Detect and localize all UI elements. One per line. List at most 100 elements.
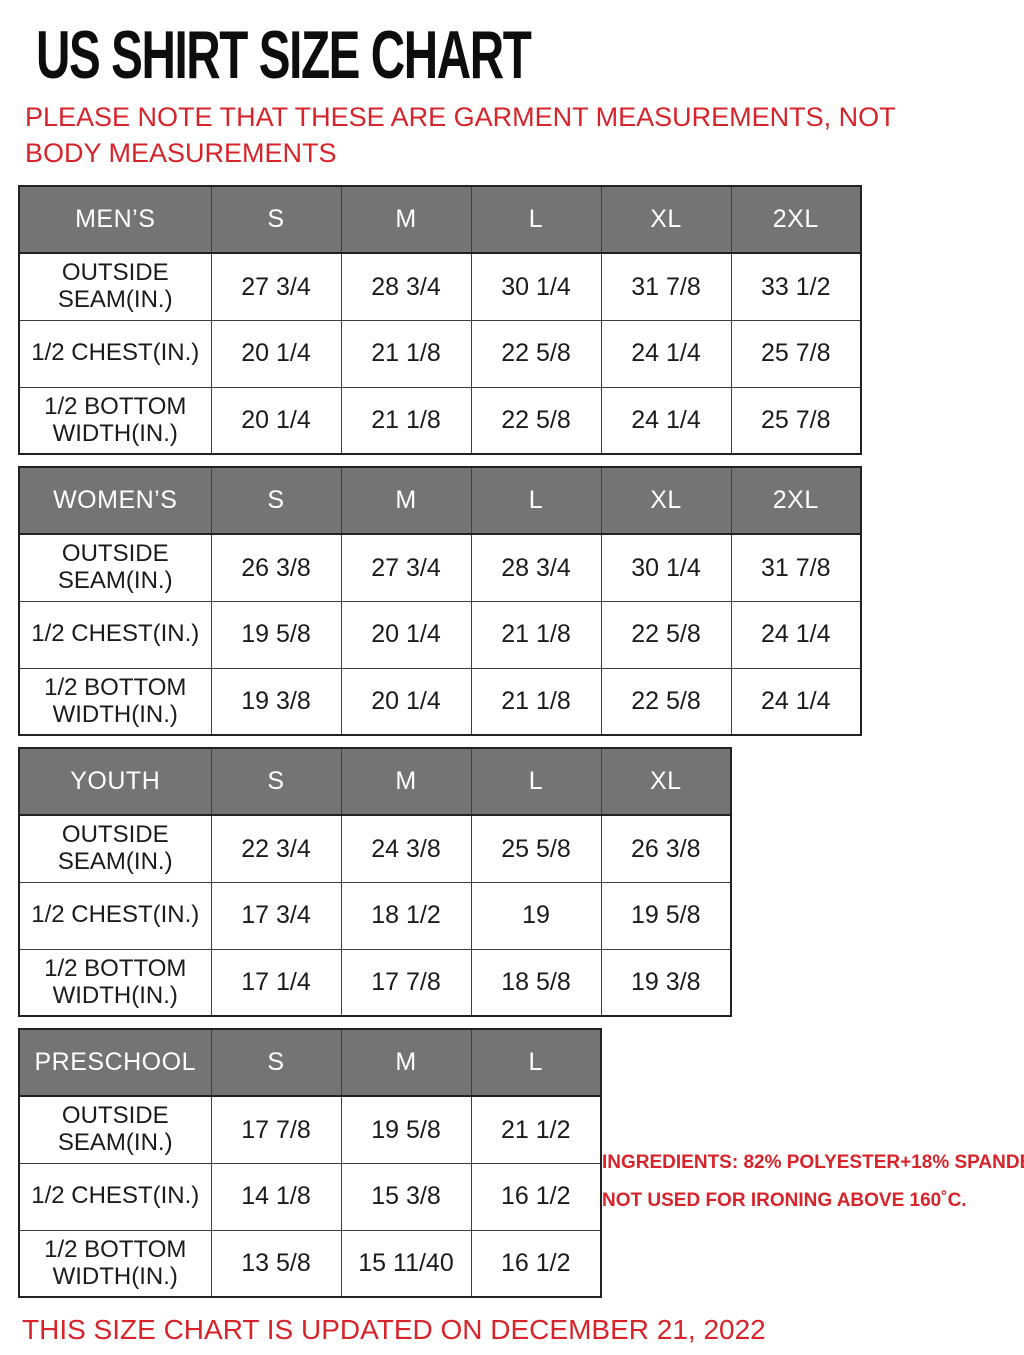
size-table-grid-preschool: PRESCHOOL S M L OUTSIDE SEAM(IN.) 17 7/8 19 5/… — [18, 1028, 602, 1299]
measurement-value-cell: 28 3/4 — [340, 252, 472, 321]
header-row: WOMEN’S S M L XL 2XL — [18, 466, 862, 536]
size-header-cell: S — [210, 185, 342, 255]
measurement-value-cell: 17 7/8 — [340, 948, 472, 1017]
measurement-value-cell: 21 1/2 — [470, 1095, 602, 1164]
measurement-value-cell: 20 1/4 — [210, 386, 342, 455]
measurement-label-cell: OUTSIDE SEAM(IN.) — [18, 814, 212, 883]
size-table-grid-youth: YOUTH S M L XL OUTSIDE SEAM(IN.) 22 3/4 24 3/8 2… — [18, 747, 732, 1018]
header-row: YOUTH S M L XL — [18, 747, 732, 817]
measurement-row: 1/2 CHEST(IN.) 19 5/8 20 1/4 21 1/8 22 5/8 24… — [18, 600, 862, 669]
measurement-value-cell: 22 5/8 — [470, 319, 602, 388]
measurement-label-cell: 1/2 CHEST(IN.) — [18, 881, 212, 950]
measurement-value-cell: 22 3/4 — [210, 814, 342, 883]
measurement-value-cell: 15 3/8 — [340, 1162, 472, 1231]
size-header-cell: M — [340, 747, 472, 817]
measurement-value-cell: 26 3/8 — [210, 533, 342, 602]
measurement-value-cell: 17 1/4 — [210, 948, 342, 1017]
size-header-cell: S — [210, 466, 342, 536]
measurement-value-cell: 25 5/8 — [470, 814, 602, 883]
measurement-value-cell: 22 5/8 — [470, 386, 602, 455]
measurement-row: OUTSIDE SEAM(IN.) 17 7/8 19 5/8 21 1/2 — [18, 1095, 602, 1164]
size-table-youth: YOUTH S M L XL OUTSIDE SEAM(IN.) 22 3/4 24 3/8 2… — [18, 747, 1024, 1018]
page-title: US SHIRT SIZE CHART — [36, 17, 532, 93]
size-header-cell: L — [470, 1028, 602, 1098]
measurement-value-cell: 22 5/8 — [600, 600, 732, 669]
measurement-value-cell: 21 1/8 — [470, 600, 602, 669]
measurement-value-cell: 19 5/8 — [210, 600, 342, 669]
size-table-preschool: PRESCHOOL S M L OUTSIDE SEAM(IN.) 17 7/8 19 5/… — [18, 1028, 1024, 1299]
measurement-row: 1/2 BOTTOM WIDTH(IN.) 20 1/4 21 1/8 22 5/8 2… — [18, 386, 862, 455]
measurement-value-cell: 31 7/8 — [600, 252, 732, 321]
garment-measurement-note: PLEASE NOTE THAT THESE ARE GARMENT MEASU… — [25, 102, 896, 168]
measurement-label-cell: OUTSIDE SEAM(IN.) — [18, 252, 212, 321]
measurement-label-cell: 1/2 BOTTOM WIDTH(IN.) — [18, 667, 212, 736]
size-table-mens: MEN’S S M L XL 2XL OUTSIDE SEAM(IN.) 27 3/4 28 3… — [18, 185, 1024, 456]
measurement-label-cell: 1/2 CHEST(IN.) — [18, 319, 212, 388]
measurement-value-cell: 18 5/8 — [470, 948, 602, 1017]
measurement-label-cell: 1/2 BOTTOM WIDTH(IN.) — [18, 1229, 212, 1298]
measurement-value-cell: 24 1/4 — [600, 319, 732, 388]
ingredients-line-2: NOT USED FOR IRONING ABOVE 160˚C. — [602, 1190, 967, 1211]
size-header-cell: S — [210, 747, 342, 817]
measurement-row: OUTSIDE SEAM(IN.) 27 3/4 28 3/4 30 1/4 31 7/… — [18, 252, 862, 321]
measurement-value-cell: 24 1/4 — [730, 600, 862, 669]
header-row: MEN’S S M L XL 2XL — [18, 185, 862, 255]
measurement-value-cell: 27 3/4 — [210, 252, 342, 321]
size-header-cell: L — [470, 466, 602, 536]
measurement-row: OUTSIDE SEAM(IN.) 22 3/4 24 3/8 25 5/8 26 3/… — [18, 814, 732, 883]
measurement-value-cell: 28 3/4 — [470, 533, 602, 602]
measurement-value-cell: 22 5/8 — [600, 667, 732, 736]
measurement-value-cell: 14 1/8 — [210, 1162, 342, 1231]
size-table-womens: WOMEN’S S M L XL 2XL OUTSIDE SEAM(IN.) 26 3/8 27… — [18, 466, 1024, 737]
measurement-value-cell: 33 1/2 — [730, 252, 862, 321]
measurement-value-cell: 19 5/8 — [340, 1095, 472, 1164]
measurement-value-cell: 21 1/8 — [470, 667, 602, 736]
table-title-cell: MEN’S — [18, 185, 212, 255]
size-header-cell: 2XL — [730, 185, 862, 255]
table-title-cell: WOMEN’S — [18, 466, 212, 536]
measurement-label-cell: 1/2 BOTTOM WIDTH(IN.) — [18, 386, 212, 455]
measurement-row: 1/2 CHEST(IN.) 20 1/4 21 1/8 22 5/8 24 1/4 25… — [18, 319, 862, 388]
measurement-value-cell: 21 1/8 — [340, 319, 472, 388]
size-table-grid-womens: WOMEN’S S M L XL 2XL OUTSIDE SEAM(IN.) 26 3/8 27… — [18, 466, 862, 737]
measurement-value-cell: 31 7/8 — [730, 533, 862, 602]
measurement-value-cell: 16 1/2 — [470, 1162, 602, 1231]
measurement-label-cell: 1/2 BOTTOM WIDTH(IN.) — [18, 948, 212, 1017]
measurement-value-cell: 19 3/8 — [210, 667, 342, 736]
measurement-value-cell: 30 1/4 — [470, 252, 602, 321]
size-header-cell: L — [470, 185, 602, 255]
measurement-value-cell: 20 1/4 — [340, 667, 472, 736]
size-header-cell: XL — [600, 466, 732, 536]
measurement-value-cell: 21 1/8 — [340, 386, 472, 455]
measurement-row: 1/2 BOTTOM WIDTH(IN.) 13 5/8 15 11/40 16 1/… — [18, 1229, 602, 1298]
measurement-value-cell: 20 1/4 — [210, 319, 342, 388]
size-header-cell: M — [340, 185, 472, 255]
size-tables-container: MEN’S S M L XL 2XL OUTSIDE SEAM(IN.) 27 3/4 28 3… — [18, 185, 1024, 1299]
measurement-value-cell: 17 3/4 — [210, 881, 342, 950]
measurement-value-cell: 15 11/40 — [340, 1229, 472, 1298]
size-header-cell: M — [340, 466, 472, 536]
measurement-value-cell: 25 7/8 — [730, 319, 862, 388]
measurement-value-cell: 24 1/4 — [730, 667, 862, 736]
ingredients-note: INGREDIENTS: 82% POLYESTER+18% SPANDEX. … — [602, 1144, 1024, 1220]
measurement-value-cell: 27 3/4 — [340, 533, 472, 602]
measurement-value-cell: 18 1/2 — [340, 881, 472, 950]
measurement-row: 1/2 CHEST(IN.) 14 1/8 15 3/8 16 1/2 — [18, 1162, 602, 1231]
size-header-cell: L — [470, 747, 602, 817]
measurement-label-cell: OUTSIDE SEAM(IN.) — [18, 533, 212, 602]
measurement-value-cell: 19 3/8 — [600, 948, 732, 1017]
measurement-value-cell: 25 7/8 — [730, 386, 862, 455]
size-header-cell: XL — [600, 185, 732, 255]
measurement-label-cell: 1/2 CHEST(IN.) — [18, 1162, 212, 1231]
measurement-row: 1/2 CHEST(IN.) 17 3/4 18 1/2 19 19 5/8 — [18, 881, 732, 950]
measurement-value-cell: 30 1/4 — [600, 533, 732, 602]
size-header-cell: S — [210, 1028, 342, 1098]
size-header-cell: M — [340, 1028, 472, 1098]
measurement-value-cell: 24 1/4 — [600, 386, 732, 455]
measurement-value-cell: 17 7/8 — [210, 1095, 342, 1164]
measurement-row: 1/2 BOTTOM WIDTH(IN.) 17 1/4 17 7/8 18 5/8 1… — [18, 948, 732, 1017]
measurement-value-cell: 20 1/4 — [340, 600, 472, 669]
size-table-grid-mens: MEN’S S M L XL 2XL OUTSIDE SEAM(IN.) 27 3/4 28 3… — [18, 185, 862, 456]
update-date-note: THIS SIZE CHART IS UPDATED ON DECEMBER 2… — [22, 1314, 766, 1346]
